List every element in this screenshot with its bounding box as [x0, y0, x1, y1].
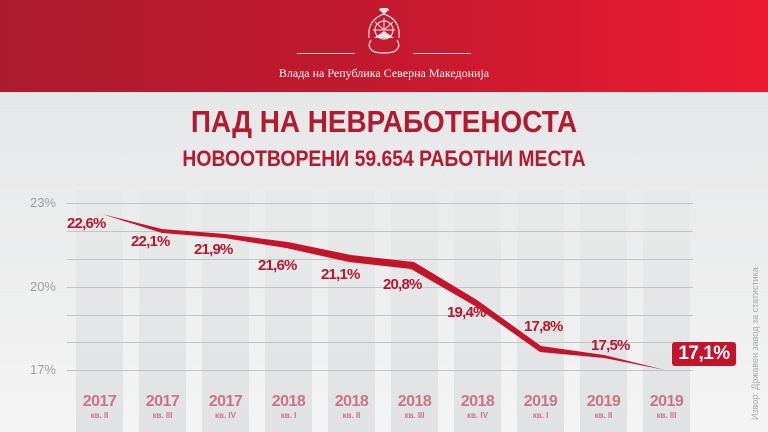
- x-label: 2019 кв. I: [523, 393, 558, 420]
- chart-subtitle: НОВООТВОРЕНИ 59.654 РАБОТНИ МЕСТА: [182, 146, 586, 171]
- column-band: [76, 190, 123, 432]
- final-value-badge: 17,1%: [672, 342, 736, 366]
- value-label: 21,9%: [194, 241, 233, 258]
- gridline: [67, 370, 693, 371]
- gridline: [67, 287, 693, 288]
- source-note: Извор: Државен завод за статистика: [750, 267, 760, 420]
- gridline: [67, 203, 693, 204]
- x-label: 2018 кв. III: [397, 393, 432, 420]
- column-band: [517, 190, 564, 432]
- value-label: 21,6%: [258, 257, 297, 274]
- y-tick-17: 17%: [29, 362, 56, 377]
- value-label: 21,1%: [321, 266, 360, 283]
- x-label: 2017 кв. III: [145, 393, 180, 420]
- gridline: [67, 342, 693, 343]
- organization-name: Влада на Република Северна Македонија: [278, 66, 490, 80]
- x-label: 2019 кв. II: [586, 393, 621, 420]
- column-band: [643, 190, 690, 432]
- x-label: 2018 кв. II: [334, 393, 369, 420]
- coat-of-arms-icon: [368, 8, 400, 54]
- divider-left: [297, 53, 355, 54]
- y-tick-23: 23%: [29, 195, 56, 210]
- value-label: 22,1%: [131, 233, 170, 250]
- x-label: 2017 кв. II: [82, 393, 117, 420]
- column-band: [454, 190, 501, 432]
- column-band: [265, 190, 312, 432]
- x-label: 2018 кв. I: [271, 393, 306, 420]
- column-band: [328, 190, 375, 432]
- chart-title: ПАД НА НЕВРАБОТЕНОСТА: [190, 104, 578, 139]
- value-label: 22,6%: [67, 215, 106, 232]
- column-band: [391, 190, 438, 432]
- gridline: [67, 231, 693, 232]
- x-label: 2019 кв. III: [649, 393, 684, 420]
- gridline: [67, 315, 693, 316]
- x-label: 2018 кв. IV: [460, 393, 495, 420]
- divider-right: [413, 53, 471, 54]
- y-tick-20: 20%: [29, 279, 56, 294]
- value-label: 20,8%: [383, 276, 422, 293]
- x-label: 2017 кв. IV: [208, 393, 243, 420]
- column-band: [580, 190, 627, 432]
- column-band: [202, 190, 249, 432]
- value-label: 17,5%: [591, 337, 630, 354]
- value-label: 19,4%: [447, 304, 486, 321]
- value-label: 17,8%: [524, 318, 563, 335]
- header-banner: Влада на Република Северна Македонија: [0, 0, 768, 92]
